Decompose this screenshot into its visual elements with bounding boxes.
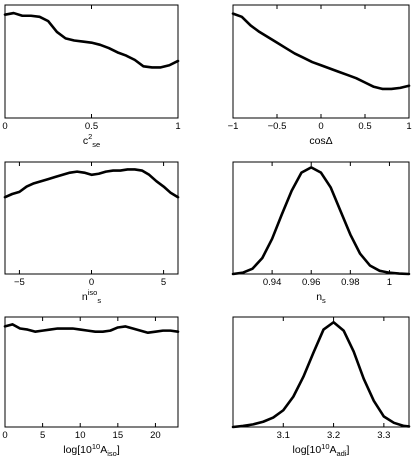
x-tick-label-ns: 0.94 bbox=[263, 277, 282, 288]
axis-frame-aadi bbox=[232, 316, 410, 428]
likelihood-curve-aadi bbox=[231, 320, 411, 429]
axis-frame-ns bbox=[232, 161, 410, 275]
axis-frame-cosdelta bbox=[232, 4, 410, 119]
x-tick-label-aiso: 10 bbox=[75, 430, 86, 441]
x-axis-label-c2se: c2se bbox=[83, 132, 100, 149]
x-tick-label-cosdelta: 0 bbox=[318, 121, 323, 132]
x-tick-label-cosdelta: 1 bbox=[406, 121, 411, 132]
x-tick-label-ns: 1 bbox=[387, 277, 392, 288]
axis-frame-aiso bbox=[4, 316, 179, 428]
likelihood-curve-ns bbox=[231, 166, 411, 276]
likelihood-curve-nsiso bbox=[3, 168, 180, 199]
x-tick-label-ns: 0.96 bbox=[302, 277, 321, 288]
x-tick-label-aadi: 3.1 bbox=[277, 430, 290, 441]
axis-frame-c2se bbox=[4, 4, 179, 119]
x-tick-label-aadi: 3.3 bbox=[377, 430, 390, 441]
x-tick-label-nsiso: 0 bbox=[89, 277, 94, 288]
x-tick-label-c2se: 0 bbox=[2, 121, 7, 132]
likelihood-curve-aiso bbox=[3, 323, 180, 335]
x-tick-label-aiso: 15 bbox=[113, 430, 124, 441]
x-tick-label-cosdelta: −1 bbox=[228, 121, 239, 132]
likelihood-curve-c2se bbox=[3, 11, 180, 69]
x-tick-label-c2se: 1 bbox=[175, 121, 180, 132]
x-tick-label-aiso: 0 bbox=[2, 430, 7, 441]
panel-aiso: 0 5 10 15 20 log[1010Aiso] bbox=[2, 316, 180, 458]
panel-ns: 0.94 0.96 0.98 1 ns bbox=[231, 161, 411, 305]
likelihood-curve-cosdelta bbox=[231, 12, 411, 91]
panel-aadi: 3.1 3.2 3.3 log[1010Aadi] bbox=[231, 316, 411, 458]
x-tick-label-nsiso: −5 bbox=[14, 277, 25, 288]
x-tick-label-ns: 0.98 bbox=[341, 277, 360, 288]
panel-cosdelta: −1 −0.5 0 0.5 1 cosΔ bbox=[228, 4, 412, 147]
panel-c2se: 0 0.5 1 c2se bbox=[2, 4, 181, 149]
x-tick-label-c2se: 0.5 bbox=[85, 121, 98, 132]
x-axis-label-nsiso: nisos bbox=[82, 288, 101, 305]
x-tick-label-aiso: 5 bbox=[40, 430, 45, 441]
x-tick-label-aadi: 3.2 bbox=[327, 430, 340, 441]
panel-nsiso: −5 0 5 nisos bbox=[3, 161, 180, 305]
x-tick-label-cosdelta: 0.5 bbox=[358, 121, 371, 132]
x-tick-label-cosdelta: −0.5 bbox=[268, 121, 287, 132]
x-axis-label-aadi: log[1010Aadi] bbox=[293, 442, 350, 458]
x-axis-label-aiso: log[1010Aiso] bbox=[63, 442, 120, 458]
x-tick-label-aiso: 20 bbox=[150, 430, 161, 441]
x-tick-label-nsiso: 5 bbox=[161, 277, 166, 288]
x-axis-label-cosdelta: cosΔ bbox=[309, 135, 332, 147]
x-axis-label-ns: ns bbox=[316, 291, 326, 305]
